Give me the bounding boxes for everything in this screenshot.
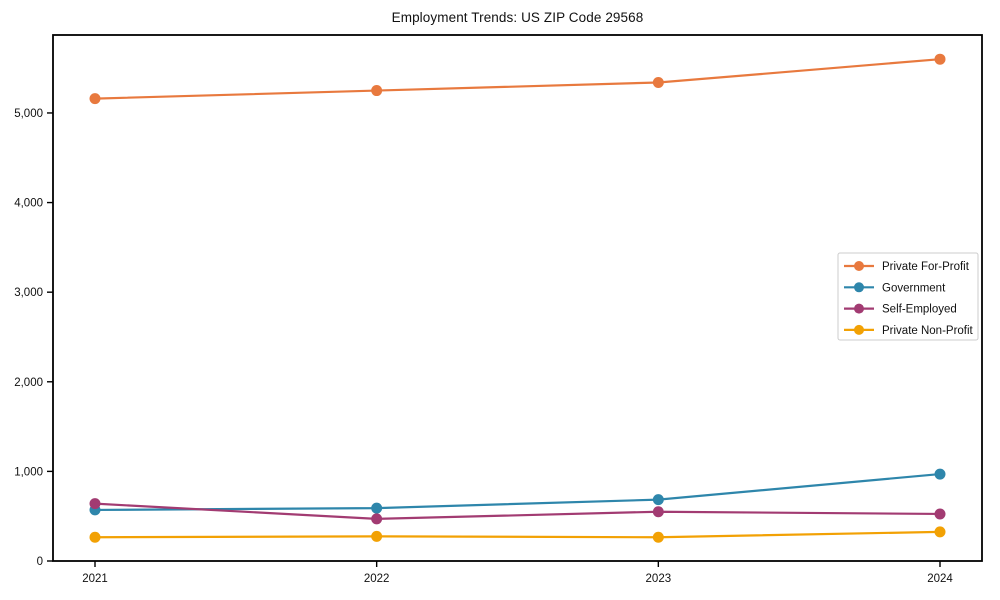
data-point-3-3 [934,526,946,538]
data-point-2-1 [371,513,383,525]
data-point-0-1 [371,85,383,97]
legend-marker-2 [854,303,864,314]
legend-label-2: Self-Employed [882,304,957,316]
plot-frame [52,34,983,562]
legend-marker-1 [854,282,864,293]
legend-label-0: Private For-Profit [882,261,970,273]
chart-title: Employment Trends: US ZIP Code 29568 [391,10,644,25]
legend-box [837,252,979,341]
data-point-0-3 [934,53,946,65]
legend-label-3: Private Non-Profit [882,325,974,337]
legend-label-1: Government [882,282,946,294]
x-tick-label: 2023 [646,573,672,585]
data-point-2-3 [934,508,946,520]
legend-marker-3 [854,324,864,335]
data-point-0-2 [652,76,664,88]
x-tick-label: 2024 [927,573,953,585]
data-point-0-0 [89,93,101,105]
data-point-1-2 [652,494,664,506]
data-point-2-2 [652,506,664,518]
data-point-1-3 [934,468,946,480]
x-tick-label: 2021 [82,573,108,585]
series-line-0 [94,58,941,100]
y-tick-label: 2,000 [14,377,43,389]
series-line-1 [94,472,941,512]
series-line-2 [94,502,941,520]
series-line-3 [94,530,941,539]
data-point-3-0 [89,531,101,543]
data-point-2-0 [89,498,101,510]
y-tick-label: 3,000 [14,287,43,299]
y-tick-label: 1,000 [14,466,43,478]
data-point-1-1 [371,502,383,514]
legend-marker-0 [854,261,864,271]
y-tick-label: 0 [37,556,43,568]
data-point-3-2 [652,531,664,543]
x-tick-label: 2022 [364,573,390,585]
y-tick-label: 5,000 [14,108,43,120]
y-tick-label: 4,000 [14,198,43,210]
data-point-3-1 [371,530,383,542]
